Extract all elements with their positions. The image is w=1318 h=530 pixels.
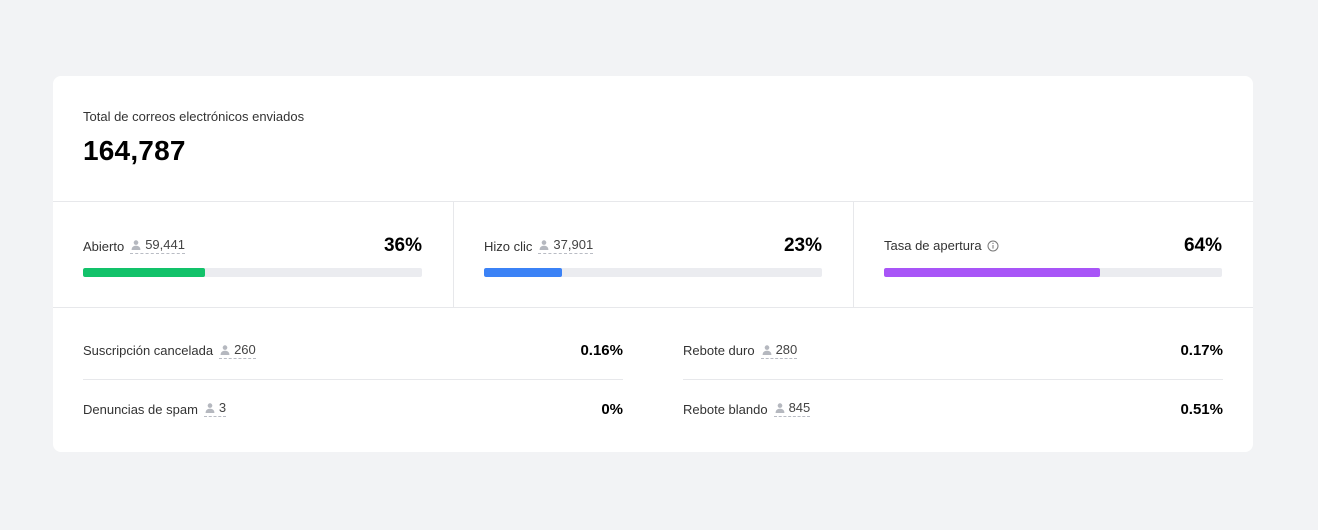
email-stats-card: Total de correos electrónicos enviados 1… [53,76,1253,452]
metric-open-rate: Tasa de apertura 64% [853,202,1253,307]
person-icon [540,240,549,250]
person-icon [220,344,230,355]
secondary-stats: Suscripción cancelada 260 0.16% Denuncia… [83,308,1223,438]
progress-bar [884,268,1222,277]
recipients-count-link[interactable]: 59,441 [130,238,185,254]
progress-bar [484,268,822,277]
stats-column-right: Rebote duro 280 0.17% Rebote blando 845 [683,308,1223,438]
metric-percent: 64% [1183,235,1222,256]
recipients-count-link[interactable]: 260 [219,341,256,359]
progress-fill [884,268,1101,277]
stat-row-soft-bounce: Rebote blando 845 0.51% [683,380,1223,438]
stats-column-left: Suscripción cancelada 260 0.16% Denuncia… [83,308,623,438]
recipients-count: 37,901 [553,237,594,252]
person-icon [775,403,784,413]
stat-percent: 0% [601,400,623,418]
metric-percent: 36% [383,235,422,256]
recipients-count: 3 [218,400,227,415]
stat-label: Denuncias de spam [83,401,198,417]
recipients-count-link[interactable]: 3 [203,400,227,417]
recipients-count-link[interactable]: 280 [760,341,798,359]
info-icon[interactable] [987,240,999,252]
metric-label: Hizo clic [484,238,533,254]
progress-bar [83,268,422,277]
stat-label: Suscripción cancelada [83,343,214,358]
stat-percent: 0.16% [580,342,623,359]
person-icon [762,344,771,355]
metric-clicked: Hizo clic 37,901 23% [453,202,853,307]
metric-label: Abierto [83,238,125,254]
recipients-count: 59,441 [145,237,185,252]
metric-label: Tasa de apertura [884,238,982,253]
total-sent-value: 164,787 [83,135,186,166]
progress-fill [484,268,562,277]
total-sent-section: Total de correos electrónicos enviados 1… [83,109,304,167]
divider [53,307,1253,308]
total-sent-label: Total de correos electrónicos enviados [83,109,305,124]
stat-percent: 0.51% [1180,400,1223,418]
stat-row-spam-reports: Denuncias de spam 3 0% [83,380,623,438]
progress-fill [83,268,206,277]
recipients-count-link[interactable]: 37,901 [538,237,594,254]
recipients-count-link[interactable]: 845 [773,400,811,417]
recipients-count: 845 [788,400,811,415]
stat-label: Rebote duro [683,343,755,358]
stat-percent: 0.17% [1180,342,1223,359]
recipients-count: 280 [775,341,798,357]
metric-opened: Abierto 59,441 36% [53,202,453,307]
recipients-count: 260 [234,341,256,357]
stat-row-hard-bounce: Rebote duro 280 0.17% [683,308,1223,380]
person-icon [205,403,215,413]
stat-label: Rebote blando [683,401,768,417]
person-icon [131,240,141,250]
divider [53,201,1253,202]
stat-row-unsubscribed: Suscripción cancelada 260 0.16% [83,308,623,380]
metrics-row: Abierto 59,441 36% Hizo clic 37,901 23% [53,202,1253,307]
metric-percent: 23% [783,235,822,256]
